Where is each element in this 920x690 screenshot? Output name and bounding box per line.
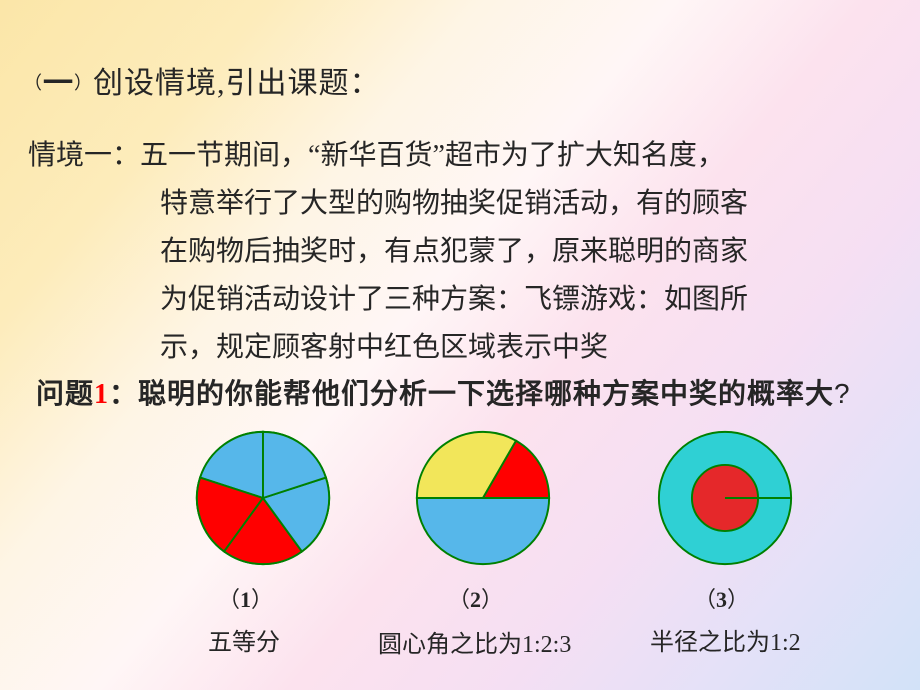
pie-chart-3 xyxy=(640,428,810,568)
pie-chart-2-svg xyxy=(413,428,553,568)
pie-chart-3-svg xyxy=(655,428,795,568)
section-num: 一 xyxy=(43,67,74,100)
pie-chart-1-svg xyxy=(193,428,333,568)
scenario-line5: 示，规定顾客射中红色区域表示中奖 xyxy=(28,324,898,372)
chart3-label: （3） xyxy=(694,582,749,614)
scenario-block: 情境一：五一节期间，“新华百货”超市为了扩大知名度， 特意举行了大型的购物抽奖促… xyxy=(28,132,898,372)
scenario-line2: 特意举行了大型的购物抽奖促销活动，有的顾客 xyxy=(28,180,898,228)
scenario-line4: 为促销活动设计了三种方案：飞镖游戏：如图所 xyxy=(28,276,898,324)
question-block: 问题1：聪明的你能帮他们分析一下选择哪种方案中奖的概率大? xyxy=(36,372,876,417)
section-title: （一）创设情境,引出课题： xyxy=(24,58,381,102)
question-mark: ? xyxy=(834,378,851,409)
chart2-desc: 圆心角之比为1:2:3 xyxy=(378,624,571,659)
pie-chart-2 xyxy=(398,428,568,568)
chart2-label: （2） xyxy=(448,582,503,614)
question-colon: ： xyxy=(109,379,138,410)
question-prefix: 问题 xyxy=(36,379,94,410)
question-text: 聪明的你能帮他们分析一下选择哪种方案中奖的概率大 xyxy=(138,379,834,410)
chart3-desc: 半径之比为1:2 xyxy=(650,622,801,657)
section-title-text: 创设情境,引出课题： xyxy=(93,67,381,100)
paren-open: （ xyxy=(24,73,43,93)
pie-chart-1 xyxy=(178,428,348,568)
scenario-label: 情境一： xyxy=(28,140,140,171)
chart1-label: （1） xyxy=(218,582,273,614)
question-num: 1 xyxy=(94,379,109,410)
paren-close: ） xyxy=(74,73,93,93)
chart1-desc: 五等分 xyxy=(208,622,280,657)
scenario-line1: 五一节期间，“新华百货”超市为了扩大知名度， xyxy=(140,140,725,171)
scenario-line3: 在购物后抽奖时，有点犯蒙了，原来聪明的商家 xyxy=(28,228,898,276)
